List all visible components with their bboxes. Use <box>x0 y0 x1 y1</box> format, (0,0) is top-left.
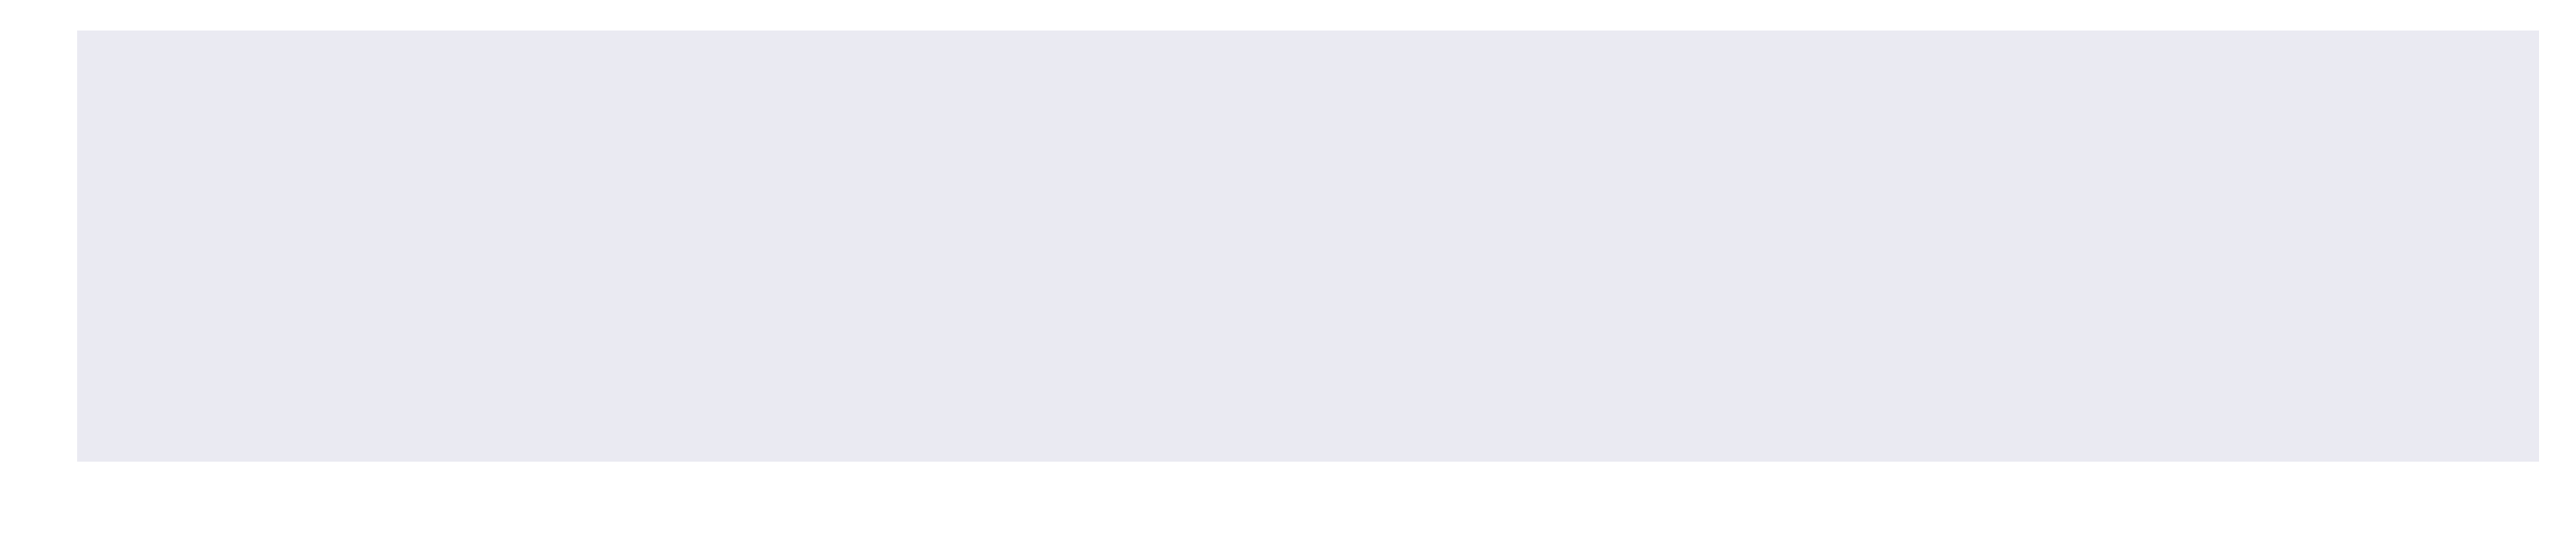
plot-area <box>77 31 2539 462</box>
x-axis-tick-labels <box>77 462 2539 510</box>
y-axis-tick-labels <box>0 31 71 462</box>
overlay-line-series <box>77 31 2539 462</box>
